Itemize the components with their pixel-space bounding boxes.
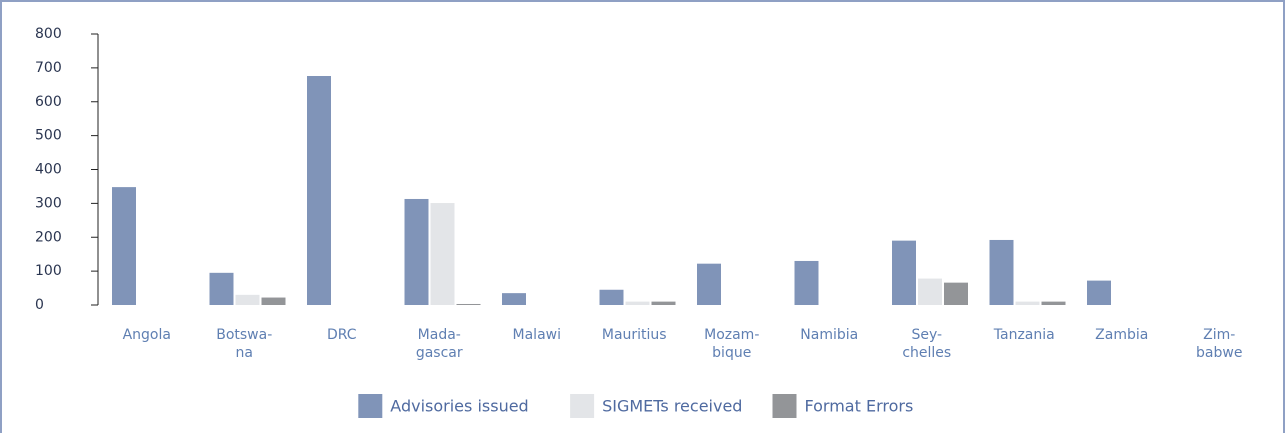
y-tick-label: 600 [35, 94, 62, 110]
bar [697, 263, 721, 305]
x-tick-label: Angola [123, 327, 171, 343]
x-tick-label: Zambia [1095, 327, 1148, 343]
x-tick-label: Tanzania [993, 327, 1055, 343]
legend-swatch [570, 394, 595, 418]
x-tick-label: Mozam-bique [704, 327, 759, 361]
bar [892, 240, 916, 305]
y-tick-label: 700 [35, 60, 62, 76]
x-tick-label: Namibia [800, 327, 858, 343]
x-tick-label: Mauritius [602, 327, 667, 343]
legend-label: Advisories issued [390, 397, 528, 416]
bar [235, 294, 260, 305]
bar [261, 297, 286, 305]
y-tick-label: 300 [35, 195, 62, 211]
bar [944, 282, 968, 305]
legend-swatch [358, 394, 383, 418]
bar [307, 76, 331, 305]
bar [404, 198, 429, 305]
bar [430, 203, 455, 305]
x-tick-label: Sey-chelles [902, 327, 951, 361]
bar [651, 301, 676, 305]
x-tick-label: Zim-babwe [1196, 327, 1242, 361]
bar [794, 260, 819, 305]
y-tick-label: 500 [35, 128, 62, 144]
bar [502, 293, 526, 305]
x-tick-label: Malawi [513, 327, 561, 343]
y-tick-label: 400 [35, 162, 62, 178]
y-tick-label: 800 [35, 26, 62, 42]
bar [989, 239, 1014, 305]
legend-label: SIGMETs received [602, 397, 742, 416]
bar [918, 278, 942, 305]
legend-swatch [772, 394, 797, 418]
y-tick-label: 0 [35, 297, 44, 313]
bar [1041, 301, 1066, 305]
x-tick-label: Mada-gascar [416, 327, 463, 361]
legend-label: Format Errors [805, 397, 914, 416]
y-tick-label: 100 [35, 263, 62, 279]
y-tick-label: 200 [35, 229, 62, 245]
x-tick-label: DRC [327, 327, 357, 343]
bar [112, 187, 136, 305]
bar [1087, 280, 1111, 305]
bar [1015, 301, 1040, 305]
bar [456, 303, 481, 305]
bar [625, 301, 650, 305]
x-tick-label: Botswa-na [216, 327, 272, 361]
bar [599, 289, 624, 305]
bar [209, 272, 234, 305]
